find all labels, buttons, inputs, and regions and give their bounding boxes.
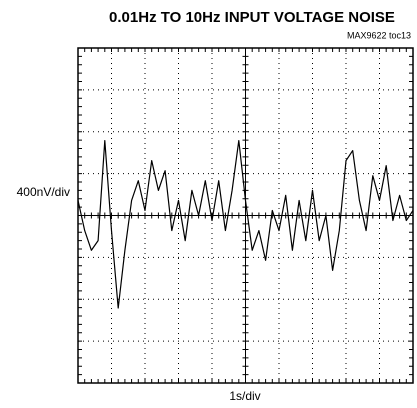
x-axis-label: 1s/div <box>229 389 260 403</box>
noise-trace <box>77 139 414 309</box>
y-axis-label: 400nV/div <box>17 185 70 199</box>
chart-subtitle: MAX9622 toc13 <box>347 30 411 40</box>
plot-frame <box>77 47 414 384</box>
chart-title: 0.01Hz TO 10Hz INPUT VOLTAGE NOISE <box>109 9 395 26</box>
